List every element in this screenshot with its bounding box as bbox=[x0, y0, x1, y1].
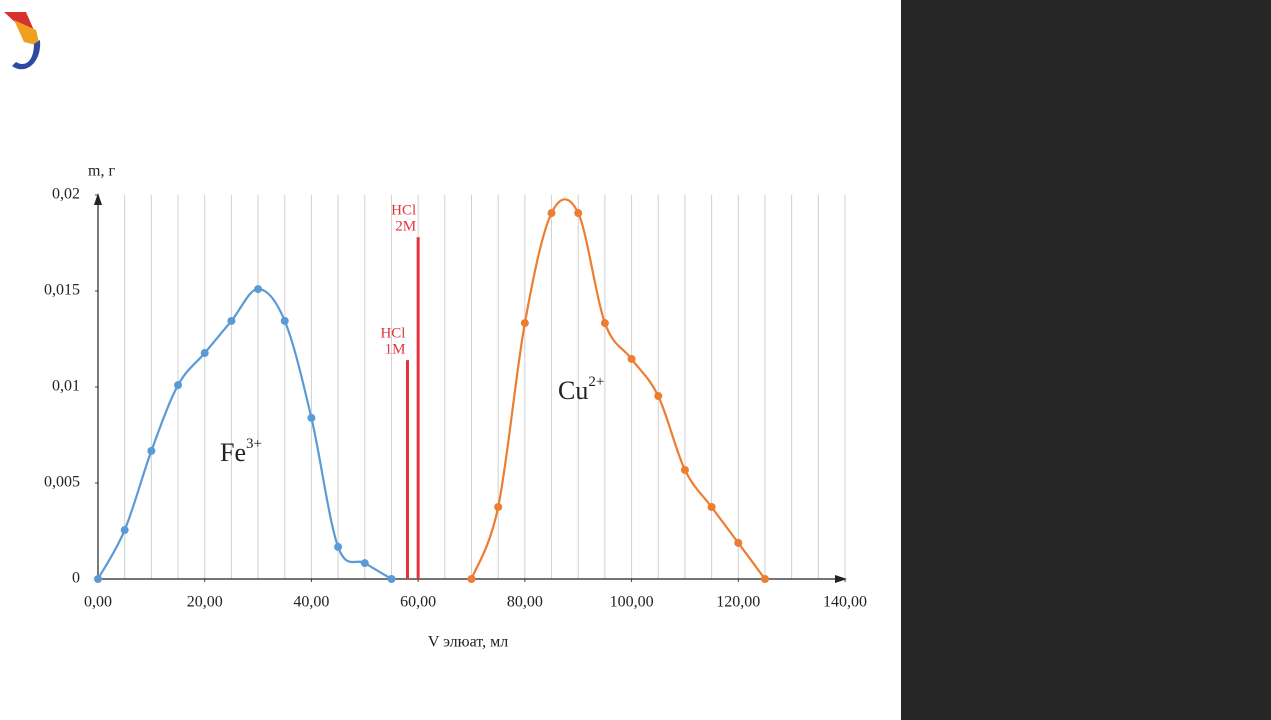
data-point bbox=[760, 575, 769, 583]
data-point bbox=[227, 316, 236, 325]
series-line bbox=[470, 198, 766, 580]
data-point bbox=[307, 413, 316, 422]
data-point bbox=[547, 209, 556, 218]
data-point bbox=[360, 559, 369, 568]
data-point bbox=[120, 526, 129, 535]
data-point bbox=[734, 538, 743, 547]
data-point bbox=[467, 575, 476, 583]
data-point bbox=[680, 465, 689, 474]
x-tick-label: 120,00 bbox=[716, 594, 760, 611]
series-label-sup: 3+ bbox=[246, 436, 262, 452]
data-point bbox=[280, 316, 289, 325]
x-axis-arrow bbox=[835, 575, 847, 583]
data-point bbox=[654, 392, 663, 401]
data-point bbox=[174, 381, 183, 390]
y-tick-label: 0,005 bbox=[44, 474, 80, 491]
series-label: Fe3+ bbox=[220, 436, 262, 467]
logo bbox=[4, 12, 41, 70]
data-point bbox=[147, 446, 156, 455]
y-axis-label: m, г bbox=[88, 163, 115, 180]
y-tick-label: 0,01 bbox=[52, 378, 80, 395]
x-axis-label: V элюат, мл bbox=[428, 634, 508, 651]
series-label: Cu2+ bbox=[558, 374, 604, 405]
y-axis-arrow bbox=[94, 193, 102, 205]
x-tick-label: 140,00 bbox=[823, 594, 867, 611]
data-point bbox=[254, 285, 263, 294]
data-point bbox=[334, 542, 343, 551]
marker-label: 2M bbox=[395, 219, 416, 235]
data-point bbox=[707, 503, 716, 511]
data-point bbox=[200, 349, 209, 358]
side-panel bbox=[901, 0, 1271, 720]
series-label-sup: 2+ bbox=[588, 374, 604, 390]
data-point bbox=[387, 575, 396, 583]
series-label-base: Fe bbox=[220, 438, 246, 467]
series-line bbox=[97, 287, 393, 580]
x-tick-label: 60,00 bbox=[400, 594, 436, 611]
x-tick-label: 0,00 bbox=[84, 594, 112, 611]
x-tick-label: 20,00 bbox=[187, 594, 223, 611]
y-tick-label: 0 bbox=[72, 570, 80, 587]
data-point bbox=[600, 319, 609, 328]
marker-label: HCl bbox=[380, 326, 405, 342]
data-point bbox=[494, 503, 503, 511]
data-point bbox=[574, 209, 583, 218]
chart: m, г V элюат, мл 0,00 20,00 40,00 60,00 80,0… bbox=[4, 12, 867, 651]
x-tick-label: 100,00 bbox=[610, 594, 654, 611]
y-tick-label: 0,02 bbox=[52, 186, 80, 203]
x-tick-label: 40,00 bbox=[293, 594, 329, 611]
x-tick-label: 80,00 bbox=[507, 594, 543, 611]
y-tick-label: 0,015 bbox=[44, 282, 80, 299]
marker-label: 1M bbox=[385, 342, 406, 358]
series-label-base: Cu bbox=[558, 376, 588, 405]
data-point bbox=[94, 575, 102, 583]
data-point bbox=[627, 354, 636, 363]
marker-label: HCl bbox=[391, 203, 416, 219]
data-point bbox=[520, 319, 529, 328]
